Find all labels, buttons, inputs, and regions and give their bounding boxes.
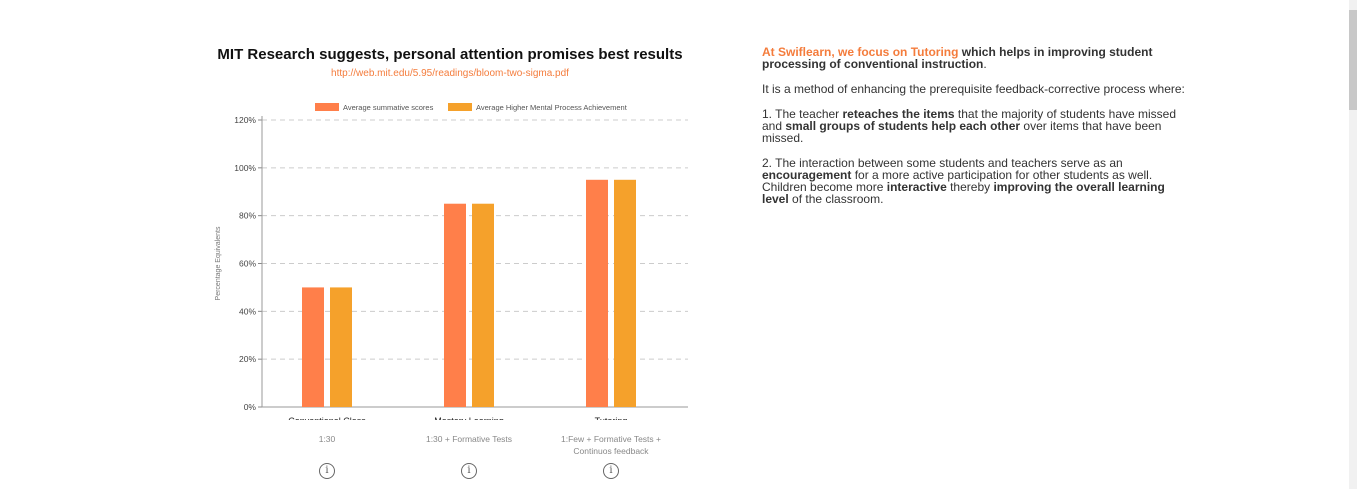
bar [586, 179, 608, 407]
point-one-e: over items that have been missed. [762, 119, 1162, 145]
category-note: 1:30 [318, 434, 336, 444]
method-paragraph: It is a method of enhancing the prerequi… [762, 82, 1185, 96]
y-tick-label: 20% [239, 354, 256, 364]
info-icon[interactable]: i [319, 463, 335, 479]
y-axis-label: Percentage Equivalents [215, 226, 222, 300]
category-note: 1:Few + Formative Tests + Continuos feed… [561, 434, 661, 456]
point-two-g: of the classroom. [788, 192, 884, 206]
bar-chart: Average summative scores Average Higher M… [215, 103, 688, 420]
point-one-a: 1. The teacher [762, 107, 843, 121]
point-one: 1. The teacher reteaches the items that … [762, 108, 1192, 144]
intro-end: . [983, 57, 987, 71]
category-label: Conventional Class [288, 416, 366, 420]
point-two-e: thereby [946, 180, 994, 194]
intro-paragraph: At Swiflearn, we focus on Tutoring which… [762, 46, 1192, 70]
point-two-a: 2. The interaction between some students… [762, 156, 1123, 170]
y-tick-label: 40% [239, 306, 256, 316]
chart-title: MIT Research suggests, personal attentio… [217, 46, 683, 63]
point-two-f: improving the overall learning level [762, 180, 1165, 206]
y-tick-label: 60% [239, 259, 256, 269]
scroll-thumb[interactable] [1349, 10, 1357, 110]
source-link[interactable]: http://web.mit.edu/5.95/readings/bloom-t… [331, 68, 569, 79]
info-icon[interactable]: i [603, 463, 619, 479]
category-note: 1:30 + Formative Tests [425, 434, 513, 444]
intro-bold: which helps in improving student process… [762, 45, 1153, 71]
point-one-d: small groups of students help each other [785, 119, 1021, 133]
info-panel: At Swiflearn, we focus on Tutoring which… [762, 46, 1192, 218]
bar [472, 203, 494, 407]
legend-swatch [315, 103, 339, 111]
info-icon[interactable]: i [461, 463, 477, 479]
intro-accent: At Swiflearn, we focus on Tutoring [762, 45, 959, 59]
scrollbar[interactable] [1349, 0, 1357, 489]
category-label: Tutoring [595, 416, 628, 420]
category-label: Mastery Learning [434, 416, 504, 420]
point-one-c: that the majority of students have misse… [762, 107, 1177, 133]
bar [444, 203, 466, 407]
point-one-b: reteaches the items [842, 107, 955, 121]
point-two-d: interactive [886, 180, 947, 194]
point-two-c: for a more active participation for othe… [762, 168, 1153, 194]
legend-label: Average Higher Mental Process Achievemen… [476, 103, 628, 112]
point-two-b: encouragement [762, 168, 852, 182]
y-tick-label: 100% [234, 163, 256, 173]
legend-label: Average summative scores [343, 103, 434, 112]
bar [302, 287, 324, 407]
bar [330, 287, 352, 407]
point-two: 2. The interaction between some students… [762, 157, 1192, 205]
legend-swatch [448, 103, 472, 111]
y-tick-label: 0% [244, 402, 257, 412]
y-tick-label: 120% [234, 115, 256, 125]
y-tick-label: 80% [239, 211, 256, 221]
bar [614, 179, 636, 407]
